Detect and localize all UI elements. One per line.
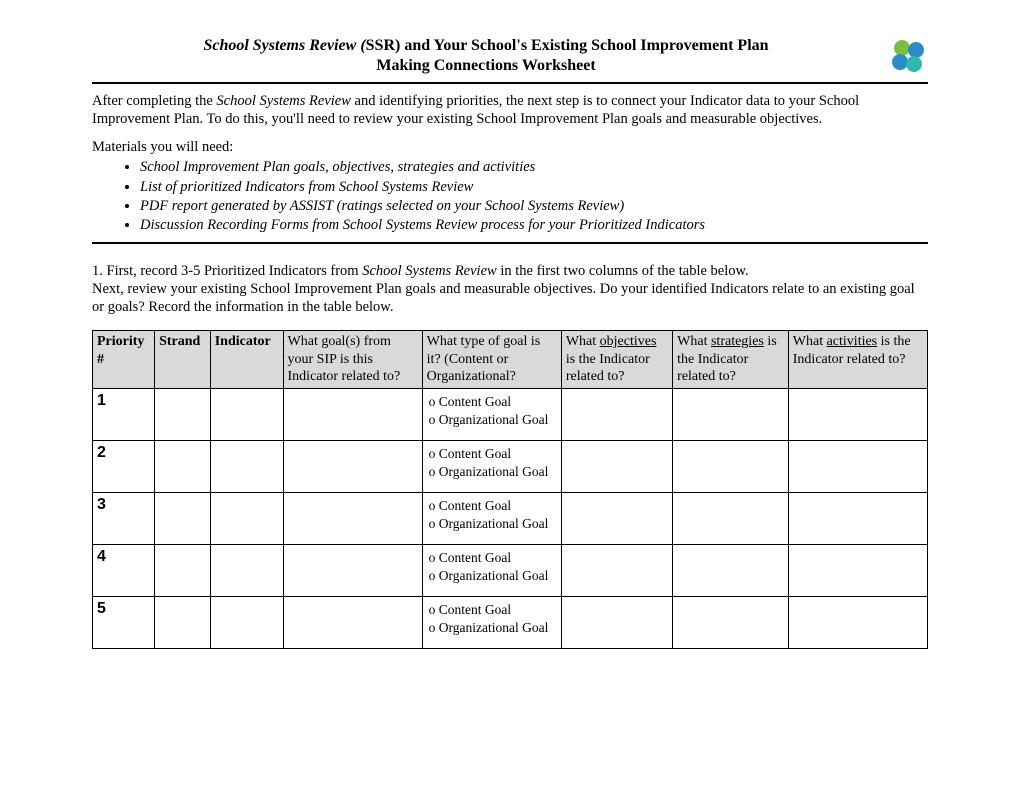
objectives-cell[interactable] [561,544,672,596]
table-row: 2 o Content Goalo Organizational Goal [93,440,928,492]
goals-cell[interactable] [283,440,422,492]
col-activities: What activities is the Indicator related… [788,331,927,389]
col-strand: Strand [155,331,211,389]
priority-number: 2 [93,440,155,492]
col-priority: Priority # [93,331,155,389]
priority-number: 3 [93,492,155,544]
col-objectives: What objectives is the Indicator related… [561,331,672,389]
goal-type-cell[interactable]: o Content Goalo Organizational Goal [422,492,561,544]
divider-mid [92,242,928,244]
col-goals: What goal(s) from your SIP is this Indic… [283,331,422,389]
col-strategies: What strategies is the Indicator related… [673,331,789,389]
table-row: 1 o Content Goalo Organizational Goal [93,388,928,440]
materials-item: PDF report generated by ASSIST (ratings … [140,197,928,215]
materials-label: Materials you will need: [92,138,928,156]
strand-cell[interactable] [155,544,211,596]
materials-item: School Improvement Plan goals, objective… [140,158,928,176]
goal-type-cell[interactable]: o Content Goalo Organizational Goal [422,440,561,492]
goals-cell[interactable] [283,388,422,440]
activities-cell[interactable] [788,544,927,596]
strategies-cell[interactable] [673,544,789,596]
strategies-cell[interactable] [673,596,789,648]
goals-cell[interactable] [283,544,422,596]
goal-type-cell[interactable]: o Content Goalo Organizational Goal [422,596,561,648]
activities-cell[interactable] [788,388,927,440]
table-row: 5 o Content Goalo Organizational Goal [93,596,928,648]
divider-top [92,82,928,84]
table-row: 4 o Content Goalo Organizational Goal [93,544,928,596]
materials-list: School Improvement Plan goals, objective… [92,158,928,234]
goal-type-cell[interactable]: o Content Goalo Organizational Goal [422,544,561,596]
intro-paragraph: After completing the School Systems Revi… [92,92,928,128]
goals-cell[interactable] [283,596,422,648]
indicator-cell[interactable] [210,544,283,596]
goals-cell[interactable] [283,492,422,544]
priority-number: 1 [93,388,155,440]
step1-paragraph: 1. First, record 3-5 Prioritized Indicat… [92,262,928,316]
header: School Systems Review (SSR) and Your Sch… [92,36,928,76]
priority-number: 4 [93,544,155,596]
activities-cell[interactable] [788,596,927,648]
strand-cell[interactable] [155,388,211,440]
objectives-cell[interactable] [561,596,672,648]
title-italic: School Systems Review ( [203,37,365,54]
goal-type-cell[interactable]: o Content Goalo Organizational Goal [422,388,561,440]
strategies-cell[interactable] [673,388,789,440]
strand-cell[interactable] [155,492,211,544]
clover-logo-icon [888,36,928,76]
objectives-cell[interactable] [561,388,672,440]
table-row: 3 o Content Goalo Organizational Goal [93,492,928,544]
indicator-cell[interactable] [210,440,283,492]
objectives-cell[interactable] [561,440,672,492]
materials-item: Discussion Recording Forms from School S… [140,216,928,234]
activities-cell[interactable] [788,492,927,544]
col-indicator: Indicator [210,331,283,389]
activities-cell[interactable] [788,440,927,492]
indicator-cell[interactable] [210,388,283,440]
strand-cell[interactable] [155,596,211,648]
title-rest: SSR) and Your School's Existing School I… [366,37,769,54]
indicator-cell[interactable] [210,596,283,648]
table-header-row: Priority # Strand Indicator What goal(s)… [93,331,928,389]
materials-item: List of prioritized Indicators from Scho… [140,178,928,196]
indicator-cell[interactable] [210,492,283,544]
strategies-cell[interactable] [673,440,789,492]
title-subtitle: Making Connections Worksheet [92,56,880,76]
strand-cell[interactable] [155,440,211,492]
strategies-cell[interactable] [673,492,789,544]
objectives-cell[interactable] [561,492,672,544]
page-title: School Systems Review (SSR) and Your Sch… [92,36,880,76]
col-goal-type: What type of goal is it? (Content or Org… [422,331,561,389]
connections-table: Priority # Strand Indicator What goal(s)… [92,330,928,649]
priority-number: 5 [93,596,155,648]
